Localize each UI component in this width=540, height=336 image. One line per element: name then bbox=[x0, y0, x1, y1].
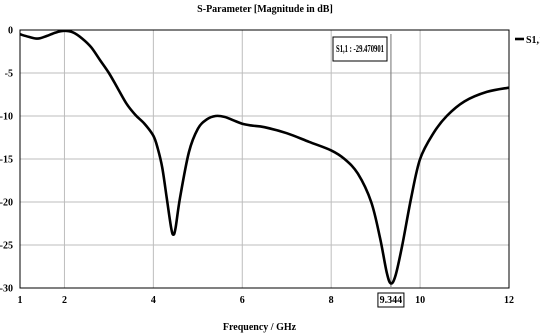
y-tick-label: -5 bbox=[5, 69, 13, 80]
y-tick-label: -25 bbox=[0, 241, 13, 252]
x-tick-label: 4 bbox=[151, 295, 156, 306]
x-tick-label: 1 bbox=[18, 295, 23, 306]
series-line-s11 bbox=[19, 29, 510, 285]
legend: S1,1 bbox=[515, 35, 540, 46]
y-tick-label: -20 bbox=[0, 198, 13, 209]
y-tick-label: 0 bbox=[8, 26, 13, 37]
x-axis-label: Frequency / GHz bbox=[223, 322, 297, 333]
x-tick-label: 2 bbox=[62, 295, 67, 306]
legend-label-s11: S1,1 bbox=[526, 35, 540, 46]
x-tick-label: 6 bbox=[240, 295, 245, 306]
marker-x-label: 9.344 bbox=[377, 292, 405, 308]
x-tick-label: 8 bbox=[329, 295, 334, 306]
marker-x-value: 9.344 bbox=[380, 295, 403, 306]
y-axis-ticks: 0 -5 -10 -15 -20 -25 -30 bbox=[0, 26, 13, 295]
y-tick-label: -10 bbox=[0, 112, 13, 123]
chart-title: S-Parameter [Magnitude in dB] bbox=[197, 4, 333, 15]
plot-frame bbox=[19, 29, 510, 289]
x-tick-label: 10 bbox=[415, 295, 425, 306]
y-tick-label: -15 bbox=[0, 155, 13, 166]
x-axis-ticks: 1 2 4 6 8 10 12 bbox=[18, 295, 515, 306]
y-tick-label: -30 bbox=[0, 284, 13, 295]
x-tick-label: 12 bbox=[504, 295, 514, 306]
marker-readout: S1,1 : -29.470901 bbox=[332, 36, 388, 62]
grid-lines bbox=[19, 29, 510, 289]
marker-readout-text: S1,1 : -29.470901 bbox=[336, 44, 384, 55]
